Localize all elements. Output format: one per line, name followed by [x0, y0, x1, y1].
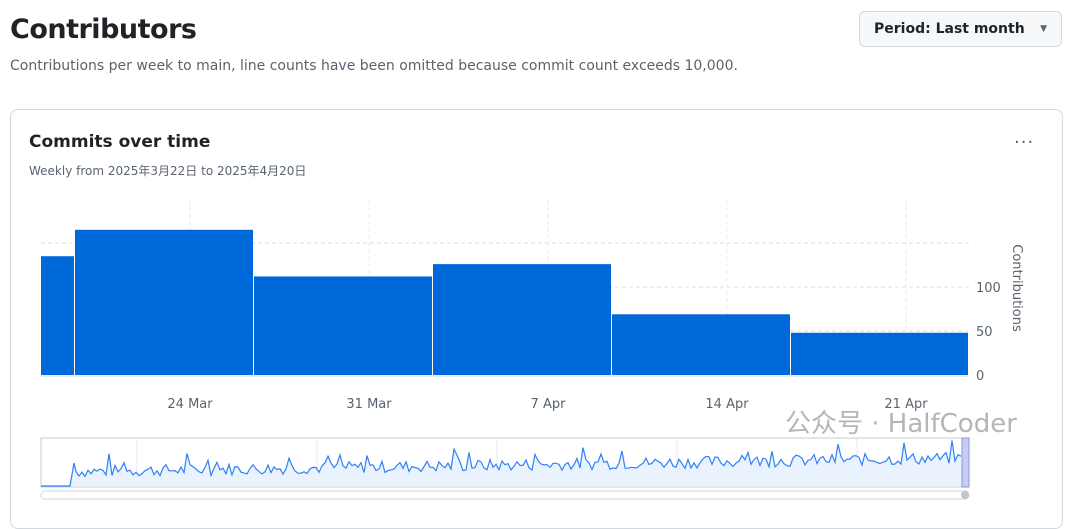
x-tick-label: 21 Apr — [884, 397, 928, 412]
x-tick-label: 24 Mar — [167, 397, 213, 412]
period-dropdown[interactable]: Period: Last month ▼ — [859, 11, 1062, 47]
watermark: 公众号 · HalfCoder — [785, 409, 1017, 439]
bar — [254, 276, 432, 375]
y-tick-label: 0 — [976, 369, 984, 384]
card-subtitle: Weekly from 2025年3月22日 to 2025年4月20日 — [29, 164, 307, 178]
y-axis-label: Contributions — [1009, 244, 1024, 332]
bar — [433, 264, 611, 375]
navigator-scrollbar[interactable] — [40, 490, 970, 500]
x-tick-label: 7 Apr — [531, 397, 567, 412]
x-tick-label: 31 Mar — [346, 397, 392, 412]
bar — [791, 332, 968, 375]
card-title: Commits over time — [29, 132, 211, 152]
page-title: Contributors — [10, 14, 197, 45]
navigator-handle[interactable] — [961, 437, 970, 488]
bar — [612, 314, 790, 375]
commits-chart: 24 Mar 31 Mar 7 Apr 14 Apr 21 Apr 0 50 100 Contr… — [40, 200, 1024, 500]
caret-down-icon: ▼ — [1040, 24, 1047, 34]
x-tick-label: 14 Apr — [705, 397, 749, 412]
kebab-menu-icon[interactable]: ··· — [1014, 132, 1035, 153]
y-tick-label: 100 — [976, 281, 1001, 296]
y-tick-label: 50 — [976, 325, 993, 340]
bar — [75, 229, 253, 375]
page-subtitle: Contributions per week to main, line cou… — [10, 58, 738, 74]
navigator-area — [41, 440, 963, 486]
scrollbar-thumb — [961, 491, 969, 499]
bar — [41, 256, 74, 375]
navigator-line — [41, 440, 962, 487]
period-label: Period: Last month — [874, 21, 1025, 37]
